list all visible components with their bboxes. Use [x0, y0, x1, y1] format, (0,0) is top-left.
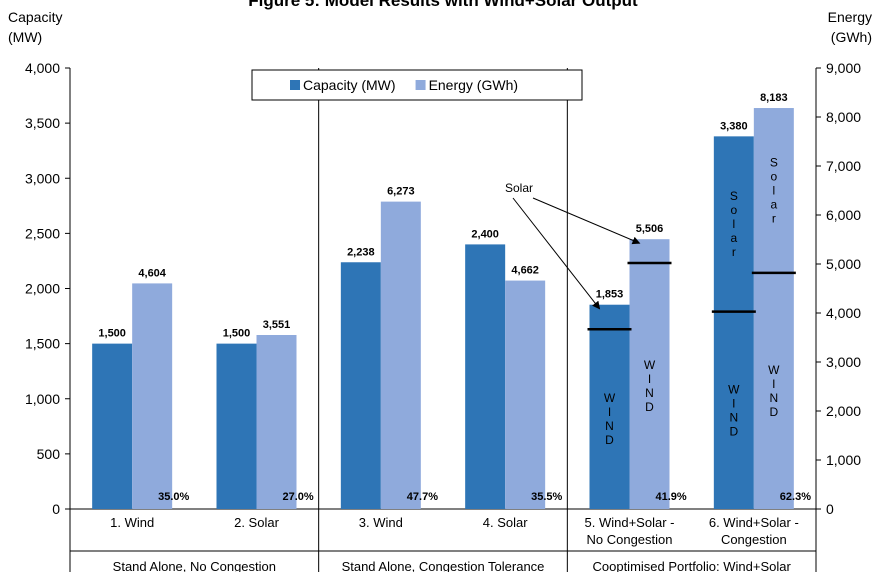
bar-energy	[505, 280, 546, 509]
data-label-capacity: 2,400	[471, 228, 499, 240]
bar-energy	[256, 335, 297, 509]
data-label-energy: 3,551	[263, 319, 291, 331]
bar-capacity	[713, 136, 754, 510]
data-label-energy: 5,506	[636, 223, 664, 235]
x-tick-label: Congestion	[721, 532, 787, 547]
bar-energy	[132, 283, 173, 509]
y-right-tick-label: 1,000	[826, 452, 861, 468]
capacity-factor-label: 62.3%	[780, 491, 811, 503]
y-left-tick-label: 0	[52, 501, 60, 517]
group-label: Stand Alone, Congestion Tolerance	[342, 559, 545, 572]
y-left-tick-label: 4,000	[25, 60, 60, 76]
data-label-energy: 6,273	[387, 186, 415, 198]
legend-swatch	[290, 80, 300, 90]
y-right-tick-label: 8,000	[826, 109, 861, 125]
group-label: Stand Alone, No Congestion	[113, 559, 276, 572]
capacity-factor-label: 41.9%	[655, 491, 686, 503]
y-left-title-line2: (MW)	[8, 29, 42, 45]
capacity-factor-label: 27.0%	[282, 491, 313, 503]
y-right-title-line2: (GWh)	[831, 29, 872, 45]
y-right-tick-label: 6,000	[826, 207, 861, 223]
y-right-tick-label: 3,000	[826, 354, 861, 370]
y-left-tick-label: 1,500	[25, 336, 60, 352]
bar-energy	[629, 239, 670, 509]
y-right-tick-label: 9,000	[826, 60, 861, 76]
x-tick-label: 3. Wind	[359, 515, 403, 530]
bar-capacity	[92, 343, 133, 509]
capacity-factor-label: 47.7%	[407, 491, 438, 503]
x-tick-label: 2. Solar	[234, 515, 279, 530]
y-left-tick-label: 2,500	[25, 225, 60, 241]
data-label-capacity: 1,500	[223, 328, 251, 340]
x-tick-label: 4. Solar	[483, 515, 528, 530]
y-left-tick-label: 500	[37, 446, 61, 462]
x-tick-label: 6. Wind+Solar -	[709, 515, 799, 530]
data-label-energy: 8,183	[760, 92, 788, 104]
data-label-capacity: 2,238	[347, 246, 375, 258]
y-left-tick-label: 1,000	[25, 391, 60, 407]
y-left-tick-label: 3,000	[25, 170, 60, 186]
x-tick-label: 5. Wind+Solar -	[585, 515, 675, 530]
x-tick-label: No Congestion	[587, 532, 673, 547]
y-left-title-line1: Capacity	[8, 9, 62, 25]
capacity-factor-label: 35.5%	[531, 491, 562, 503]
y-right-tick-label: 0	[826, 501, 834, 517]
data-label-capacity: 1,500	[98, 328, 126, 340]
bar-energy	[753, 108, 794, 510]
bar-capacity	[465, 244, 506, 509]
group-label: Cooptimised Portfolio: Wind+Solar	[592, 559, 791, 572]
chart-title: Figure 5: Model Results with Wind+Solar …	[248, 0, 638, 10]
y-right-tick-label: 2,000	[826, 403, 861, 419]
bar-energy	[380, 201, 421, 510]
callout-solar-label: Solar	[505, 181, 533, 195]
bar-capacity	[216, 343, 257, 509]
y-right-title-line1: Energy	[828, 9, 872, 25]
legend-swatch	[415, 80, 426, 90]
capacity-factor-label: 35.0%	[158, 491, 189, 503]
data-label-energy: 4,604	[138, 267, 166, 279]
data-label-energy: 4,662	[511, 265, 539, 277]
bar-capacity	[589, 304, 630, 509]
y-right-tick-label: 7,000	[826, 158, 861, 174]
data-label-capacity: 1,853	[596, 289, 624, 301]
y-left-tick-label: 3,500	[25, 115, 60, 131]
legend-label: Capacity (MW)	[303, 77, 396, 93]
data-label-capacity: 3,380	[720, 120, 748, 132]
callout-arrow	[532, 197, 641, 245]
y-right-tick-label: 5,000	[826, 256, 861, 272]
callout-arrow	[512, 197, 601, 310]
legend-label: Energy (GWh)	[429, 77, 518, 93]
y-left-tick-label: 2,000	[25, 281, 60, 297]
bar-capacity	[340, 262, 381, 509]
x-tick-label: 1. Wind	[110, 515, 154, 530]
y-right-tick-label: 4,000	[826, 305, 861, 321]
